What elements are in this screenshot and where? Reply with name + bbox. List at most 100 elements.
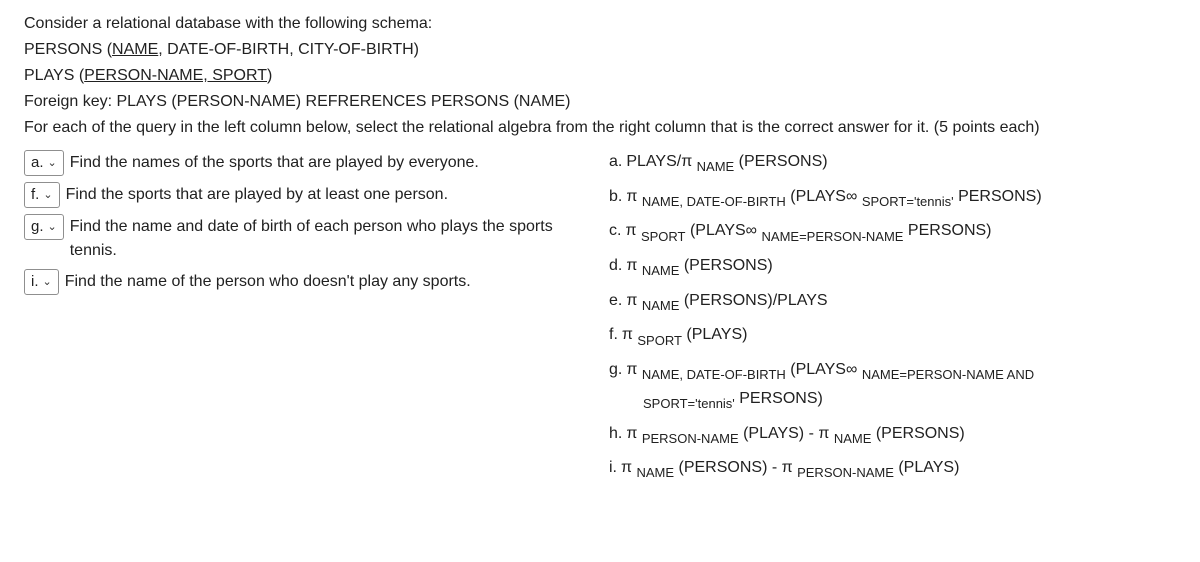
selected-value: a. (31, 152, 44, 175)
expr-part: (PERSONS) - π (674, 459, 797, 476)
question-row: a. ⌄ Find the names of the sports that a… (24, 150, 579, 176)
expr-sub: NAME=PERSON-NAME AND (862, 367, 1034, 382)
answer-select[interactable]: i. ⌄ (24, 269, 59, 295)
expr-part: π (626, 188, 641, 205)
expr-part: (PLAYS∞ (786, 188, 862, 205)
expr-part: PERSONS) (735, 390, 823, 407)
option-letter: c. (609, 219, 621, 243)
expr-part: π (622, 326, 637, 343)
expr-sub: SPORT (641, 229, 686, 244)
option-letter: h. (609, 422, 622, 446)
question-row: g. ⌄ Find the name and date of birth of … (24, 214, 579, 263)
intro-block: Consider a relational database with the … (24, 12, 1176, 140)
expr-part: π (625, 222, 640, 239)
expr-sub: PERSON-NAME (797, 465, 894, 480)
option-text: PLAYS/π NAME (PERSONS) (626, 150, 827, 176)
expr-part: π (626, 257, 641, 274)
answer-select[interactable]: g. ⌄ (24, 214, 64, 240)
expr-part: (PLAYS∞ (686, 222, 762, 239)
expr-sub: NAME, DATE-OF-BIRTH (642, 194, 786, 209)
expr-sub: NAME (642, 263, 680, 278)
selected-value: i. (31, 271, 39, 294)
expr-sub: SPORT (637, 333, 682, 348)
question-row: f. ⌄ Find the sports that are played by … (24, 182, 579, 208)
option-text: π SPORT (PLAYS∞ NAME=PERSON-NAME PERSONS… (625, 219, 991, 245)
expr-sub: NAME (636, 465, 674, 480)
question-text: Find the sports that are played by at le… (66, 182, 448, 207)
selected-value: g. (31, 216, 44, 239)
intro-line-1: Consider a relational database with the … (24, 12, 1176, 36)
intro-line-3: PLAYS (PERSON-NAME, SPORT) (24, 64, 1176, 88)
option-letter: i. (609, 456, 617, 480)
option-d: d. π NAME (PERSONS) (609, 254, 1176, 280)
option-i: i. π NAME (PERSONS) - π PERSON-NAME (PLA… (609, 456, 1176, 482)
expr-sub: PERSON-NAME (642, 431, 739, 446)
option-letter: a. (609, 150, 622, 174)
schema-plays-prefix: PLAYS ( (24, 67, 84, 84)
option-letter: d. (609, 254, 622, 278)
expr-part: π (621, 459, 636, 476)
expr-part: PERSONS) (954, 188, 1042, 205)
schema-persons-prefix: PERSONS ( (24, 41, 112, 58)
questions-column: a. ⌄ Find the names of the sports that a… (24, 150, 579, 491)
expr-sub: NAME (642, 298, 680, 313)
expr-part: (PLAYS) (682, 326, 748, 343)
option-text: π PERSON-NAME (PLAYS) - π NAME (PERSONS) (626, 422, 964, 448)
option-letter: b. (609, 185, 622, 209)
expr-part: (PERSONS) (734, 153, 827, 170)
expr-part: (PERSONS) (871, 425, 964, 442)
option-f: f. π SPORT (PLAYS) (609, 323, 1176, 349)
option-text: π NAME (PERSONS) (626, 254, 772, 280)
expr-sub: SPORT='tennis' (643, 396, 735, 411)
expr-sub: NAME, DATE-OF-BIRTH (642, 367, 786, 382)
question-text: Find the name of the person who doesn't … (65, 269, 471, 294)
answer-select[interactable]: f. ⌄ (24, 182, 60, 208)
chevron-down-icon: ⌄ (48, 155, 57, 172)
option-c: c. π SPORT (PLAYS∞ NAME=PERSON-NAME PERS… (609, 219, 1176, 245)
option-g: g. π NAME, DATE-OF-BIRTH (PLAYS∞ NAME=PE… (609, 358, 1176, 384)
intro-line-5: For each of the query in the left column… (24, 116, 1176, 140)
answer-select[interactable]: a. ⌄ (24, 150, 64, 176)
expr-part: (PERSONS)/PLAYS (679, 292, 827, 309)
option-g-continuation: SPORT='tennis' PERSONS) (643, 387, 1176, 413)
schema-plays-rest: ) (267, 67, 272, 84)
expr-sub: NAME (697, 159, 735, 174)
option-letter: g. (609, 358, 622, 382)
expr-sub: NAME=PERSON-NAME (762, 229, 904, 244)
expr-part: (PLAYS) - π (739, 425, 834, 442)
option-a: a. PLAYS/π NAME (PERSONS) (609, 150, 1176, 176)
option-text: π NAME, DATE-OF-BIRTH (PLAYS∞ SPORT='ten… (626, 185, 1041, 211)
option-e: e. π NAME (PERSONS)/PLAYS (609, 289, 1176, 315)
option-b: b. π NAME, DATE-OF-BIRTH (PLAYS∞ SPORT='… (609, 185, 1176, 211)
question-text: Find the name and date of birth of each … (70, 214, 579, 263)
expr-part: (PLAYS) (894, 459, 960, 476)
chevron-down-icon: ⌄ (48, 219, 57, 236)
option-text: π SPORT (PLAYS) (622, 323, 748, 349)
question-row: i. ⌄ Find the name of the person who doe… (24, 269, 579, 295)
schema-persons-rest: , DATE-OF-BIRTH, CITY-OF-BIRTH) (158, 41, 419, 58)
schema-plays-key: PERSON-NAME, SPORT (84, 67, 267, 84)
expr-sub: SPORT='tennis' (862, 194, 954, 209)
expr-part: π (626, 425, 641, 442)
expr-part: π (626, 292, 641, 309)
chevron-down-icon: ⌄ (43, 274, 52, 291)
expr-part: (PLAYS∞ (786, 361, 862, 378)
option-text: π NAME (PERSONS) - π PERSON-NAME (PLAYS) (621, 456, 959, 482)
chevron-down-icon: ⌄ (43, 187, 52, 204)
expr-part: PLAYS/π (626, 153, 696, 170)
option-h: h. π PERSON-NAME (PLAYS) - π NAME (PERSO… (609, 422, 1176, 448)
expr-part: PERSONS) (903, 222, 991, 239)
intro-line-2: PERSONS (NAME, DATE-OF-BIRTH, CITY-OF-BI… (24, 38, 1176, 62)
options-column: a. PLAYS/π NAME (PERSONS) b. π NAME, DAT… (609, 150, 1176, 491)
option-letter: e. (609, 289, 622, 313)
selected-value: f. (31, 184, 39, 207)
option-text: π NAME (PERSONS)/PLAYS (626, 289, 827, 315)
option-letter: f. (609, 323, 618, 347)
intro-line-4: Foreign key: PLAYS (PERSON-NAME) REFRERE… (24, 90, 1176, 114)
content-columns: a. ⌄ Find the names of the sports that a… (24, 150, 1176, 491)
option-text: π NAME, DATE-OF-BIRTH (PLAYS∞ NAME=PERSO… (626, 358, 1034, 384)
expr-part: (PERSONS) (679, 257, 772, 274)
expr-part: π (626, 361, 641, 378)
schema-persons-key: NAME (112, 41, 158, 58)
expr-sub: NAME (834, 431, 872, 446)
